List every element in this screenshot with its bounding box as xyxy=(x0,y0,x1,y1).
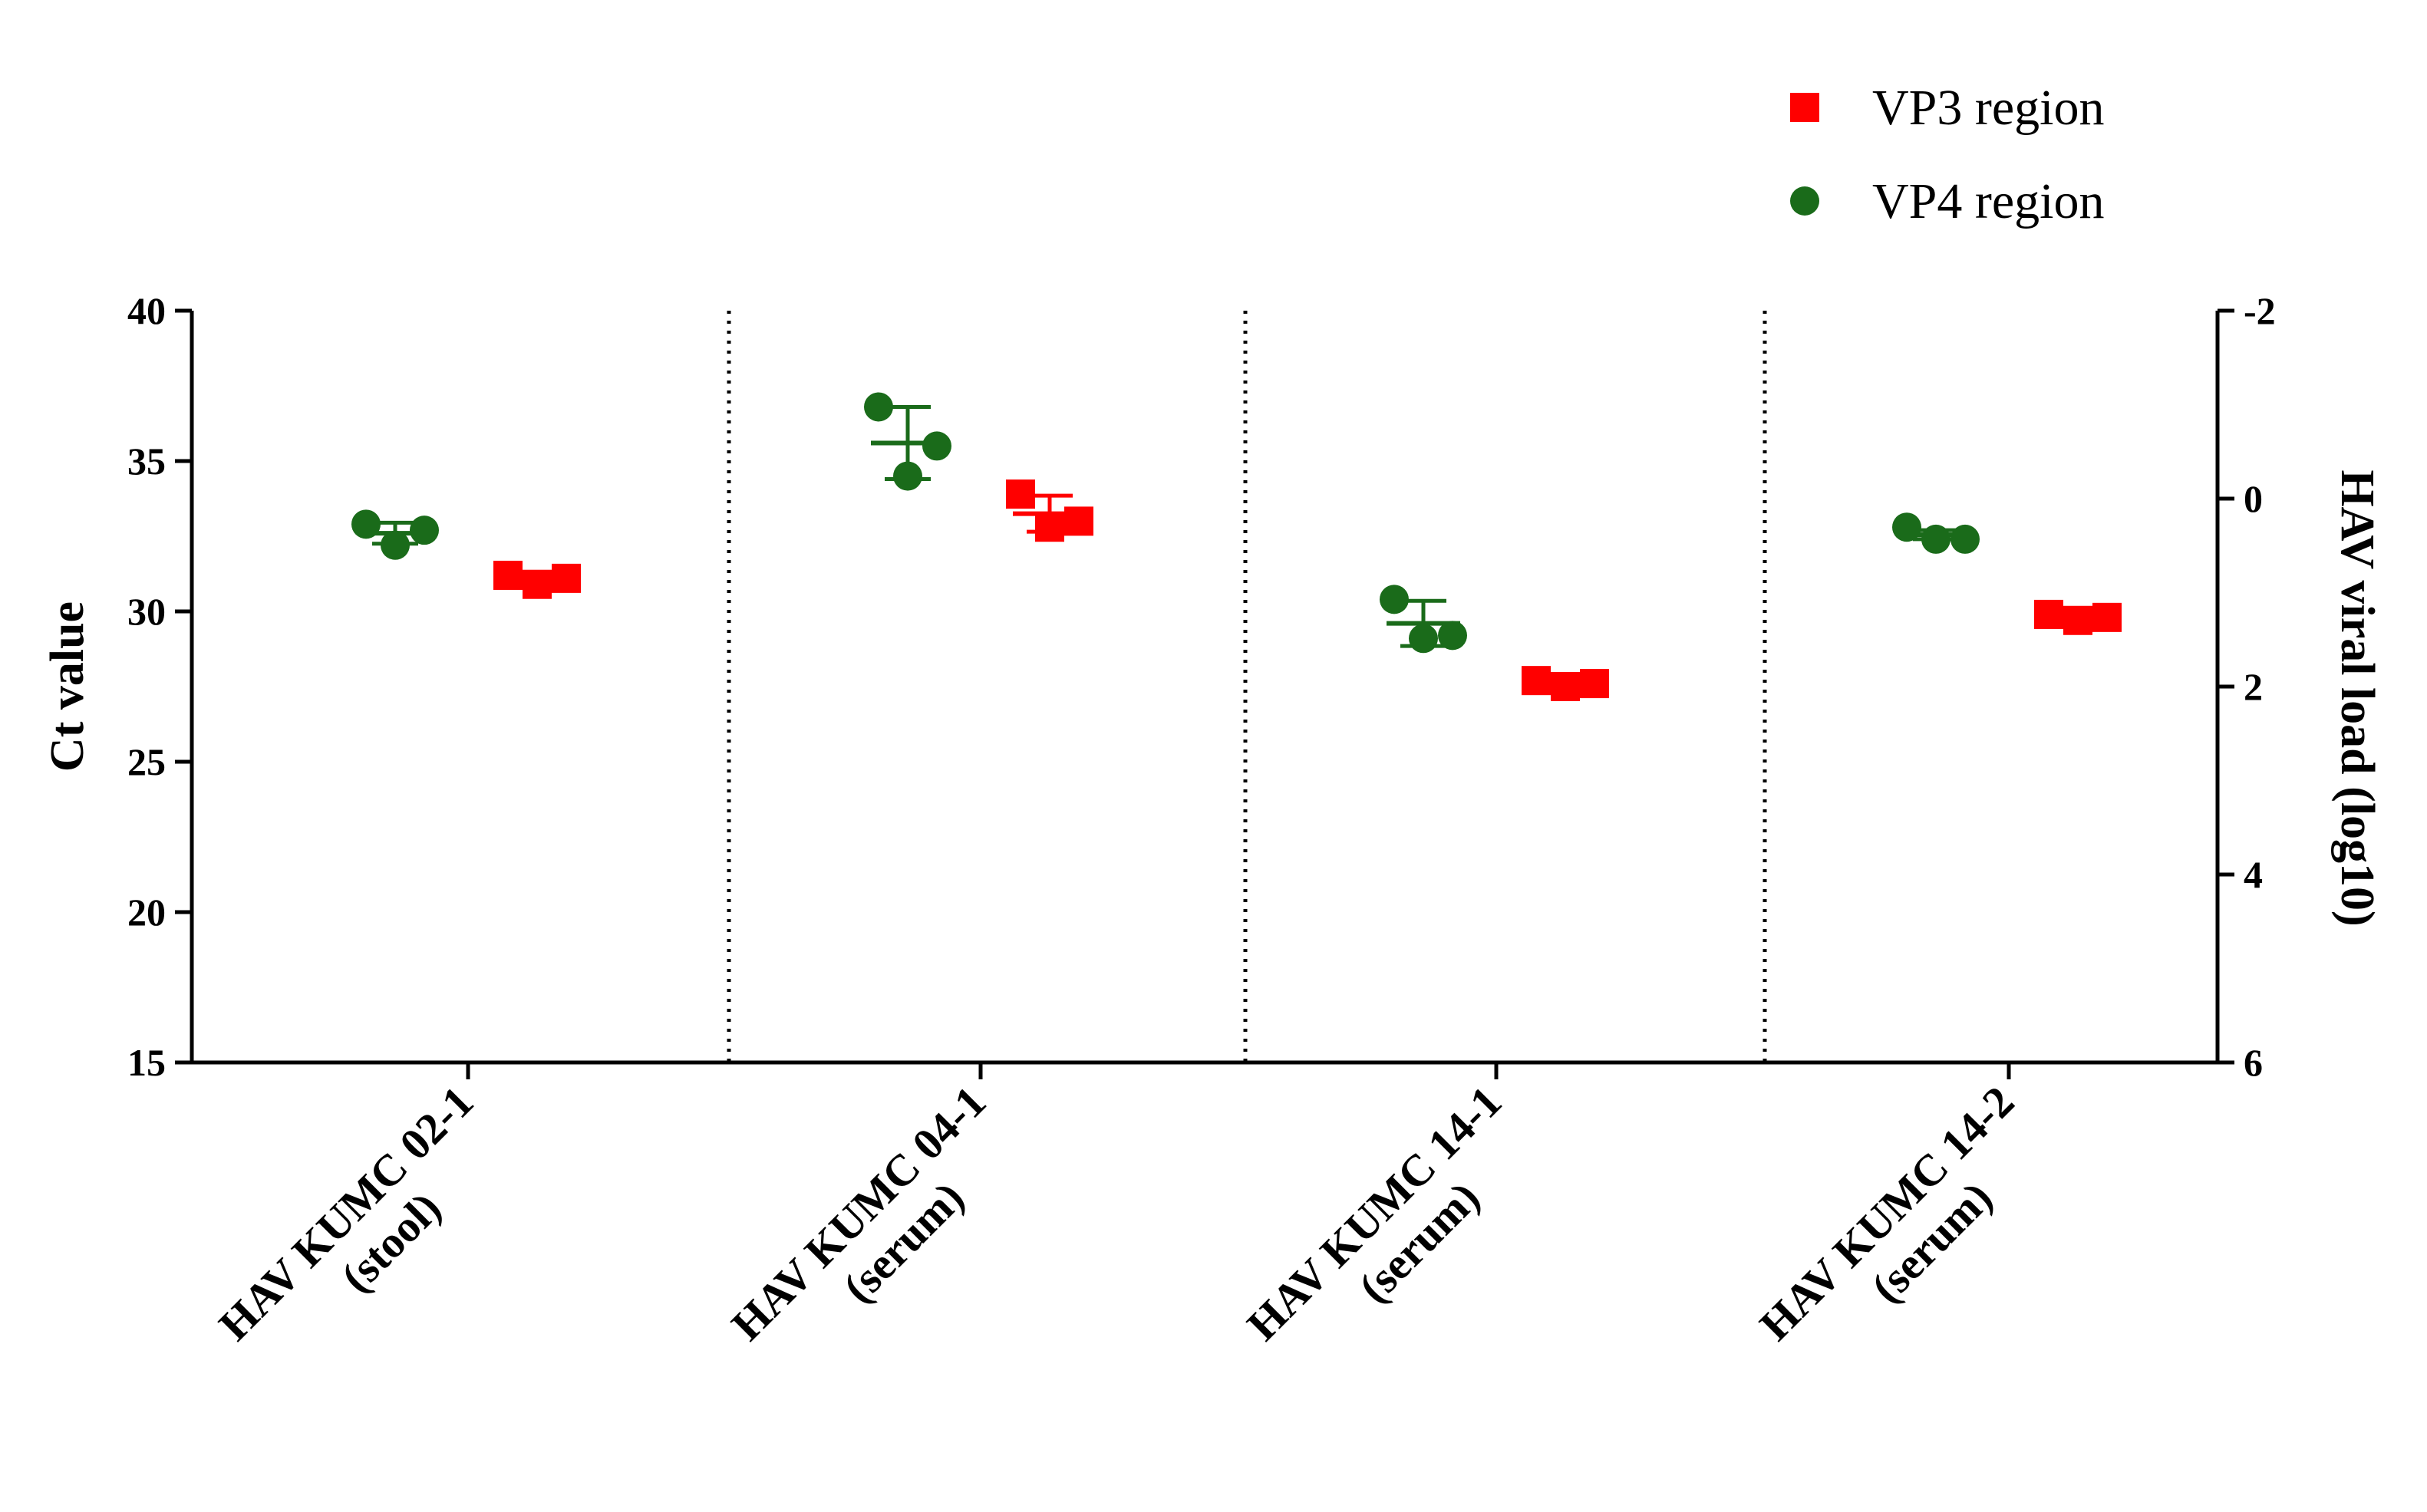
axes xyxy=(175,308,2234,1079)
y-axis-title-right: HAV viral load (log10) xyxy=(2331,469,2383,926)
vp4-region-point xyxy=(351,509,381,539)
y-tick-label-right: -2 xyxy=(2244,289,2276,332)
vp4-region-point xyxy=(1892,512,1921,542)
vp3-region-point xyxy=(1064,506,1093,536)
vp4-region-point xyxy=(864,392,893,422)
vp4-region-point xyxy=(922,431,951,461)
vp4-region-point xyxy=(1409,624,1438,654)
y-tick-label-right: 2 xyxy=(2244,665,2263,708)
category-label: HAV KUMC 14-2(serum) xyxy=(1750,1076,2024,1350)
vp4-region-point xyxy=(381,530,410,560)
vp4-region-point xyxy=(1380,585,1409,614)
y-tick-label-left: 40 xyxy=(127,289,166,332)
legend: VP3 region VP4 region xyxy=(1790,80,2104,229)
vp3-region-point xyxy=(2092,602,2122,632)
category-label: HAV KUMC 02-1(stool) xyxy=(209,1076,483,1350)
y-tick-label-left: 25 xyxy=(127,740,166,783)
vp3-region-point xyxy=(1035,512,1064,542)
category-label: HAV KUMC 04-1(serum) xyxy=(722,1076,996,1350)
vp4-region-point xyxy=(410,516,439,545)
vp3-region-point xyxy=(493,560,523,590)
vp3-region-point xyxy=(1006,479,1035,509)
category-label: HAV KUMC 14-1(serum) xyxy=(1238,1076,1512,1350)
vp3-region-point xyxy=(1580,669,1609,699)
y-tick-label-left: 15 xyxy=(127,1041,166,1084)
y-tick-label-left: 30 xyxy=(127,590,166,633)
data-marks xyxy=(351,392,2122,701)
y-axis-title-left: Ct value xyxy=(41,601,94,772)
y-tick-label-right: 4 xyxy=(2244,853,2263,896)
legend-marker-square xyxy=(1790,93,1819,122)
y-tick-label-right: 0 xyxy=(2244,477,2263,520)
y-tick-label-right: 6 xyxy=(2244,1041,2263,1084)
legend-label: VP3 region xyxy=(1872,80,2104,136)
legend-label: VP4 region xyxy=(1872,173,2104,229)
vp3-region-point xyxy=(552,563,581,593)
vp3-region-point xyxy=(2063,605,2092,635)
legend-marker-circle xyxy=(1790,186,1819,216)
category-separators xyxy=(727,311,1767,1062)
vp4-region-point xyxy=(1951,524,1980,554)
y-tick-label-left: 35 xyxy=(127,440,166,483)
vp4-region-point xyxy=(1921,524,1951,554)
vp3-region-point xyxy=(523,569,552,599)
vp4-region-point xyxy=(893,461,922,491)
vp3-region-point xyxy=(1551,672,1580,701)
y-tick-label-left: 20 xyxy=(127,891,166,934)
vp4-region-point xyxy=(1438,621,1467,651)
vp3-region-point xyxy=(1522,666,1551,696)
vp3-region-point xyxy=(2034,599,2063,629)
